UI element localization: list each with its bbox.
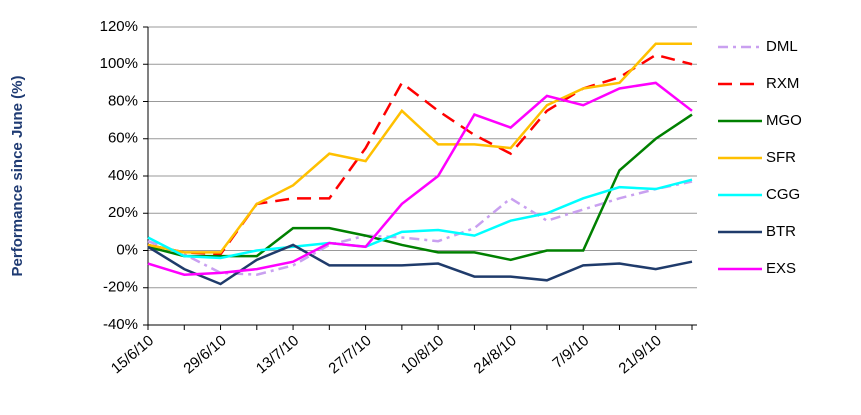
legend-label: BTR bbox=[766, 223, 796, 240]
x-tick-label: 7/9/10 bbox=[549, 332, 592, 372]
y-axis-label: Performance since June (%) bbox=[9, 76, 26, 277]
x-tick-label: 29/6/10 bbox=[180, 332, 229, 377]
y-tick-label: 60% bbox=[108, 130, 138, 147]
x-tick-label: 27/7/10 bbox=[325, 332, 374, 377]
legend-label: RXM bbox=[766, 75, 799, 92]
y-tick-label: 80% bbox=[108, 92, 138, 109]
series-line bbox=[147, 178, 693, 260]
series-line bbox=[147, 81, 693, 276]
legend-label: MGO bbox=[766, 112, 802, 129]
legend-label: CGG bbox=[766, 186, 800, 203]
y-tick-label: 100% bbox=[100, 55, 138, 72]
x-tick-label: 13/7/10 bbox=[253, 332, 302, 377]
legend-label: SFR bbox=[766, 149, 796, 166]
y-tick-label: 20% bbox=[108, 204, 138, 221]
x-tick-label: 21/9/10 bbox=[616, 332, 665, 377]
x-tick-label: 24/8/10 bbox=[471, 332, 520, 377]
x-tick-label: 10/8/10 bbox=[398, 332, 447, 377]
series-line bbox=[147, 113, 693, 262]
y-tick-label: -40% bbox=[103, 316, 138, 333]
y-tick-label: 0% bbox=[116, 241, 138, 258]
series-line bbox=[147, 180, 693, 276]
legend-label: DML bbox=[766, 38, 798, 55]
series-line bbox=[147, 42, 692, 254]
y-tick-label: 120% bbox=[100, 18, 138, 35]
x-tick-label: 15/6/10 bbox=[108, 332, 157, 377]
y-tick-label: 40% bbox=[108, 167, 138, 184]
y-tick-label: -20% bbox=[103, 279, 138, 296]
legend-label: EXS bbox=[766, 260, 796, 277]
